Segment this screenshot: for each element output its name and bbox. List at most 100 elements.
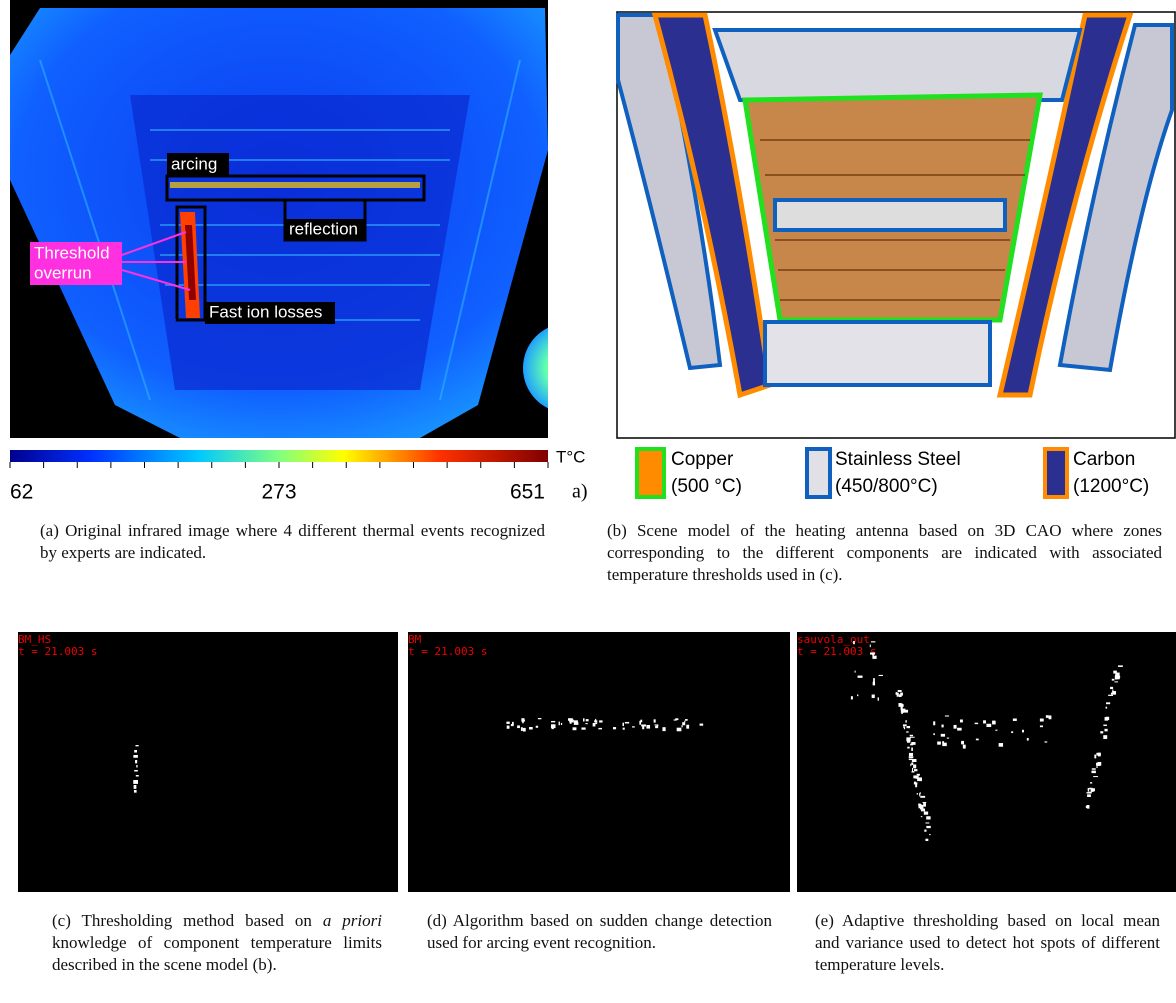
hot-spot	[851, 696, 853, 699]
hot-spot	[581, 727, 585, 729]
hot-spot	[1096, 753, 1100, 756]
hot-spot	[914, 782, 916, 784]
result-images: BM_HS t = 21.003 s BM t = 21.003 s sauvo…	[18, 632, 1176, 892]
hot-spot	[941, 734, 945, 737]
hot-spot	[595, 719, 596, 721]
hot-spot	[686, 725, 689, 729]
hot-spot	[583, 718, 585, 721]
hot-spot	[536, 726, 538, 728]
hot-spot	[1096, 763, 1100, 766]
hot-spot	[507, 726, 510, 729]
hot-spot	[873, 682, 875, 686]
hot-spot	[646, 725, 650, 729]
hot-spot	[1113, 671, 1117, 674]
legend-name: Copper	[671, 449, 734, 470]
hot-spot	[910, 735, 913, 736]
hot-spot	[1104, 729, 1107, 732]
hot-spot	[1103, 735, 1107, 739]
hot-spot	[925, 839, 928, 841]
hot-spot	[593, 723, 596, 727]
hot-spot	[1115, 676, 1120, 678]
hot-spot	[654, 724, 657, 725]
hot-spot	[919, 804, 921, 807]
colorbar-tick-label: 62	[10, 481, 33, 504]
legend-threshold: (1200°C)	[1073, 476, 1149, 497]
hot-spot	[133, 755, 138, 758]
hot-spot	[947, 738, 949, 739]
hot-spot	[599, 720, 602, 722]
overlay-label: t = 21.003 s	[18, 645, 97, 658]
hot-spot	[675, 718, 678, 720]
scene-model	[617, 12, 1175, 438]
hot-spot	[613, 727, 616, 729]
hot-spot	[903, 726, 905, 728]
hot-spot	[551, 724, 556, 728]
hot-spot	[872, 653, 874, 656]
hot-spot	[914, 769, 917, 771]
hot-spot	[595, 722, 597, 724]
caption: (a) Original infrared image where 4 diff…	[40, 520, 545, 564]
hot-spot	[912, 768, 913, 772]
hot-spot	[640, 720, 642, 723]
hot-spot	[1118, 665, 1123, 667]
fast-ion-label: Fast ion losses	[209, 302, 322, 321]
hot-spot	[1110, 687, 1113, 689]
hot-spot	[961, 741, 964, 744]
hot-spot	[941, 725, 943, 728]
hot-spot	[1090, 782, 1092, 783]
hot-spot	[1022, 730, 1024, 733]
hot-spot	[1044, 741, 1047, 742]
hot-spot	[1100, 731, 1103, 733]
hot-spot	[622, 723, 624, 726]
hot-spot	[529, 727, 533, 729]
hot-spot	[960, 719, 963, 722]
caption: (e) Adaptive thresholding based on local…	[815, 910, 1160, 976]
hot-spot	[900, 693, 903, 696]
hot-spot	[551, 721, 555, 722]
hot-spot	[917, 793, 918, 794]
hot-spot	[662, 727, 665, 731]
hot-spot	[925, 822, 929, 823]
hot-spot	[906, 731, 908, 732]
hot-spot	[924, 830, 926, 832]
hot-spot	[1111, 693, 1112, 695]
hot-spot	[855, 671, 856, 673]
hot-spot	[561, 723, 562, 725]
hot-spot	[134, 750, 137, 753]
hot-spot	[906, 737, 910, 741]
hot-spot	[937, 742, 941, 745]
hot-spot	[926, 816, 930, 819]
hot-spot	[136, 765, 137, 767]
hot-spot	[873, 678, 875, 682]
hot-spot	[632, 726, 635, 727]
hot-spot	[677, 728, 682, 732]
hot-spot	[898, 690, 902, 692]
hot-spot	[921, 810, 924, 812]
hot-spot	[1112, 679, 1115, 681]
caption: (b) Scene model of the heating antenna b…	[607, 520, 1162, 586]
legend-name: Stainless Steel	[835, 449, 961, 470]
hot-spot	[1040, 719, 1044, 722]
threshold-label: overrun	[34, 263, 92, 282]
hot-spot	[135, 745, 138, 746]
hot-spot	[655, 726, 658, 728]
hot-spot	[963, 745, 966, 749]
hot-spot	[896, 692, 898, 695]
hot-spot	[1088, 788, 1089, 792]
hot-spot	[1105, 717, 1109, 721]
hot-spot	[879, 675, 883, 676]
hot-spot	[921, 816, 923, 817]
hot-spot	[700, 724, 704, 726]
page: arcing reflection Fast ion losses Thresh…	[0, 0, 1176, 1003]
hot-spot	[923, 803, 926, 807]
hot-spot	[926, 826, 930, 828]
hot-spot	[995, 730, 997, 731]
hot-spot	[517, 725, 520, 728]
hot-spot	[1103, 725, 1107, 726]
hot-spot	[872, 695, 875, 699]
hot-spot	[957, 728, 962, 731]
hot-spot	[684, 721, 685, 722]
hot-spot	[910, 744, 913, 746]
hot-spot	[910, 764, 911, 766]
hot-spot	[1114, 681, 1118, 682]
